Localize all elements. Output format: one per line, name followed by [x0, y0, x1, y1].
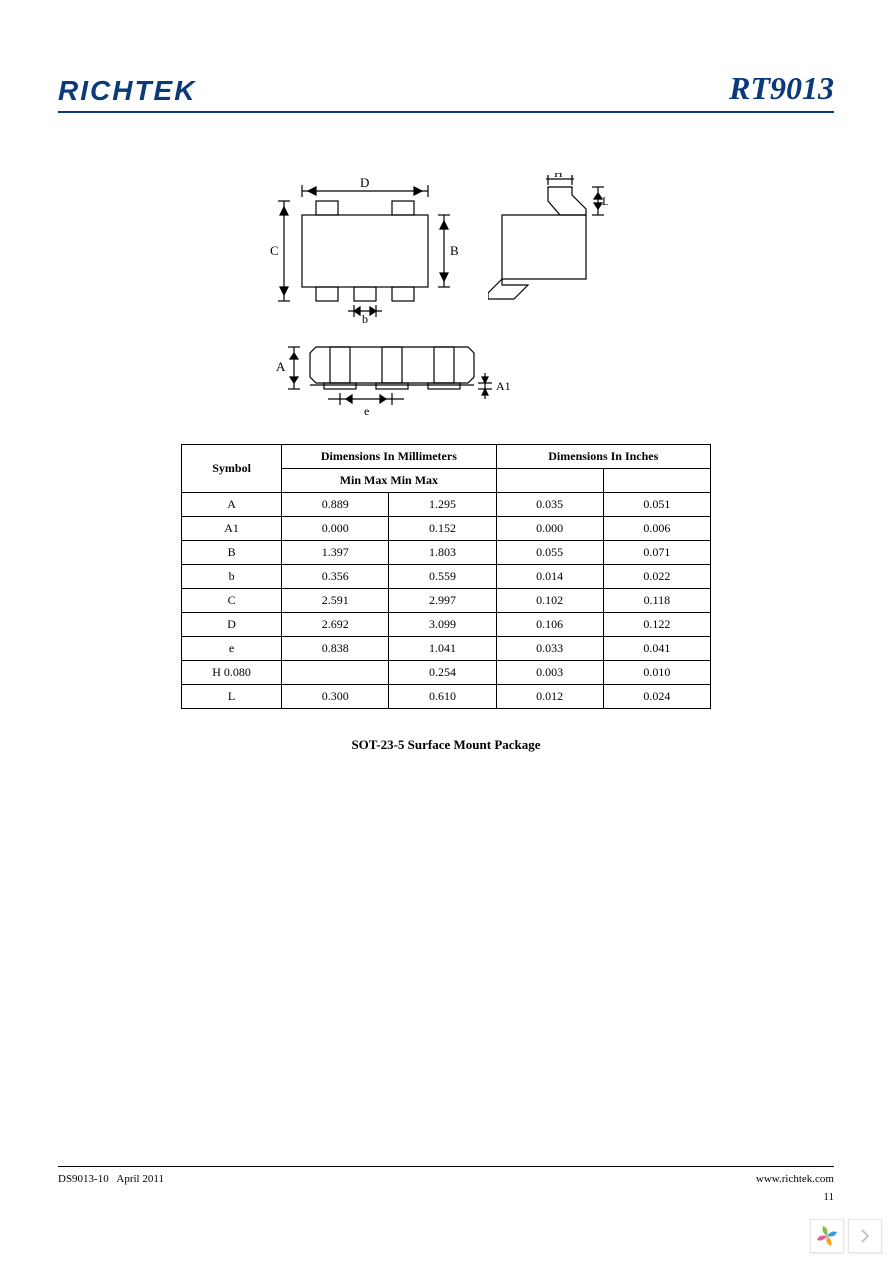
dim-label-L: L — [602, 194, 608, 208]
table-cell: 0.055 — [496, 541, 603, 565]
table-cell: 0.003 — [496, 661, 603, 685]
page-footer: DS9013-10 April 2011 www.richtek.com — [58, 1173, 834, 1185]
table-cell: 0.041 — [603, 637, 710, 661]
petal-2 — [827, 1232, 837, 1237]
flower-icon[interactable] — [810, 1219, 844, 1253]
table-cell: 2.591 — [282, 589, 389, 613]
table-cell: 0.012 — [496, 685, 603, 709]
table-cell: 0.024 — [603, 685, 710, 709]
table-cell: 0.035 — [496, 493, 603, 517]
table-cell: 0.014 — [496, 565, 603, 589]
table-row: L0.3000.6100.0120.024 — [182, 685, 711, 709]
table-cell: 0.356 — [282, 565, 389, 589]
table-cell: 0.102 — [496, 589, 603, 613]
table-cell: 2.997 — [389, 589, 496, 613]
table-cell: 0.000 — [496, 517, 603, 541]
table-cell: 0.300 — [282, 685, 389, 709]
table-cell: 3.099 — [389, 613, 496, 637]
table-cell: B — [182, 541, 282, 565]
table-cell: L — [182, 685, 282, 709]
table-row: A0.8891.2950.0350.051 — [182, 493, 711, 517]
col-symbol: Symbol — [182, 445, 282, 493]
table-cell: 0.152 — [389, 517, 496, 541]
dim-label-D: D — [360, 175, 369, 190]
package-caption: SOT-23-5 Surface Mount Package — [58, 737, 834, 753]
dim-label-C: C — [270, 243, 279, 258]
table-cell: A1 — [182, 517, 282, 541]
petal-3 — [827, 1236, 832, 1246]
table-cell: b — [182, 565, 282, 589]
dim-label-A: A — [276, 359, 286, 374]
dim-label-b: b — [362, 312, 368, 323]
table-cell — [282, 661, 389, 685]
table-cell: 0.118 — [603, 589, 710, 613]
subheader: Min Max Min Max — [282, 469, 496, 493]
col-in: Dimensions In Inches — [496, 445, 710, 469]
top-view-diagram: D C — [268, 173, 458, 323]
table-cell: H 0.080 — [182, 661, 282, 685]
table-cell: 0.610 — [389, 685, 496, 709]
table-cell: 1.295 — [389, 493, 496, 517]
table-cell: 0.000 — [282, 517, 389, 541]
chevron-right-icon — [862, 1230, 868, 1242]
table-row: A10.0000.1520.0000.006 — [182, 517, 711, 541]
table-row: B1.3971.8030.0550.071 — [182, 541, 711, 565]
corner-widget — [810, 1219, 882, 1253]
table-cell: 0.010 — [603, 661, 710, 685]
table-cell: 0.122 — [603, 613, 710, 637]
next-arrow-button[interactable] — [848, 1219, 882, 1253]
table-cell: 0.051 — [603, 493, 710, 517]
table-cell: D — [182, 613, 282, 637]
package-diagram: D C — [268, 173, 648, 424]
table-cell: 0.838 — [282, 637, 389, 661]
doc-date: April 2011 — [116, 1173, 164, 1185]
table-cell: 0.071 — [603, 541, 710, 565]
table-cell: 2.692 — [282, 613, 389, 637]
front-view-diagram: A A1 e — [268, 329, 528, 419]
table-cell: 0.559 — [389, 565, 496, 589]
table-cell: e — [182, 637, 282, 661]
page-number: 11 — [823, 1191, 834, 1203]
col-mm: Dimensions In Millimeters — [282, 445, 496, 469]
table-cell: 0.254 — [389, 661, 496, 685]
footer-left: DS9013-10 April 2011 — [58, 1173, 164, 1185]
part-number: RT9013 — [729, 70, 834, 107]
table-cell: 0.106 — [496, 613, 603, 637]
table-cell: 1.803 — [389, 541, 496, 565]
dimensions-table: Symbol Dimensions In Millimeters Dimensi… — [181, 444, 711, 709]
table-cell: 1.397 — [282, 541, 389, 565]
datasheet-page: RICHTEK RT9013 D — [0, 0, 892, 1263]
table-row: H 0.080 0.2540.0030.010 — [182, 661, 711, 685]
petal-4 — [817, 1236, 827, 1241]
side-view-diagram: H L — [488, 173, 608, 303]
table-row: e0.8381.0410.0330.041 — [182, 637, 711, 661]
dim-label-A1: A1 — [496, 379, 511, 393]
table-cell: 1.041 — [389, 637, 496, 661]
table-row: D2.6923.0990.1060.122 — [182, 613, 711, 637]
table-cell: 0.889 — [282, 493, 389, 517]
footer-url: www.richtek.com — [756, 1173, 834, 1185]
table-row: C2.5912.9970.1020.118 — [182, 589, 711, 613]
table-body: A0.8891.2950.0350.051A10.0000.1520.0000.… — [182, 493, 711, 709]
table-cell: 0.006 — [603, 517, 710, 541]
table-cell: 0.033 — [496, 637, 603, 661]
dim-label-B: B — [450, 243, 458, 258]
page-header: RICHTEK RT9013 — [58, 70, 834, 113]
company-logo: RICHTEK — [58, 75, 196, 107]
table-cell: A — [182, 493, 282, 517]
doc-ref: DS9013-10 — [58, 1173, 109, 1185]
table-row: b0.3560.5590.0140.022 — [182, 565, 711, 589]
table-cell: C — [182, 589, 282, 613]
dim-label-H: H — [554, 173, 563, 180]
table-cell: 0.022 — [603, 565, 710, 589]
dim-label-e: e — [364, 404, 369, 418]
petal-1 — [823, 1226, 828, 1236]
footer-rule — [58, 1166, 834, 1167]
